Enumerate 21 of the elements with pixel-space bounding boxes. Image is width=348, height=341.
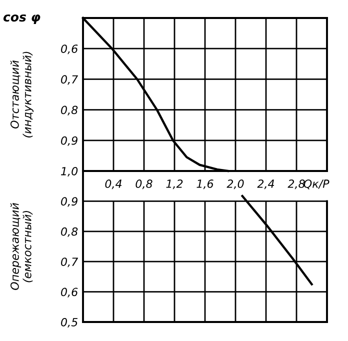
x-tick-label: 2,4	[257, 180, 274, 190]
x-tick-label: 0,8	[136, 180, 152, 190]
y-tick-label: 0,9	[61, 197, 78, 207]
x-tick-label: 1,2	[166, 180, 183, 190]
y-tick-label: 0,7	[61, 258, 78, 268]
x-tick-label: 1,6	[196, 180, 214, 190]
x-tick-label: 2,8	[288, 180, 305, 190]
y-tick-label: 0,9	[61, 136, 78, 146]
x-axis-title: Qк/P	[304, 180, 330, 190]
y-tick-label: 1,0	[61, 166, 78, 177]
y-tick-label: 0,8	[61, 227, 78, 237]
x-tick-label: 0,4	[105, 180, 122, 190]
text: Отстающий (индуктивный)	[10, 52, 34, 138]
y-tick-label: 0,7	[61, 75, 78, 85]
y-tick-label: 0,8	[61, 106, 78, 116]
y-tick-label: 0,6	[61, 44, 78, 54]
y-tick-label: 0,6	[61, 288, 78, 298]
y-axis-title: cos φ	[3, 14, 40, 24]
x-tick-label: 2,0	[226, 180, 244, 190]
text: Опережающий (емкостный)	[10, 203, 33, 290]
y-tick-label: 0,5	[61, 318, 78, 328]
